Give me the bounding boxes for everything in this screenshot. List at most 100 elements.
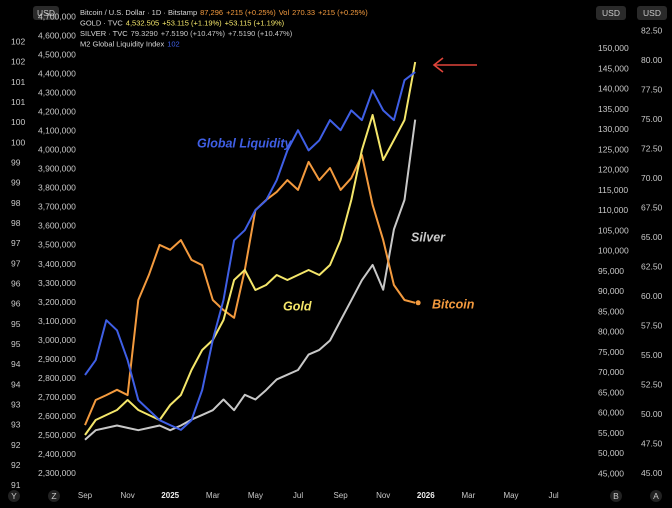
- y-tick-label: 100: [11, 117, 25, 127]
- x-tick-label: May: [248, 491, 263, 500]
- y-tick-label: 72.50: [641, 143, 663, 153]
- y-tick-label: 92: [11, 460, 21, 470]
- y-tick-label: 115,000: [598, 185, 628, 195]
- y-tick-label: 3,400,000: [38, 259, 76, 269]
- y-tick-label: 102: [11, 37, 25, 47]
- corner-label[interactable]: Z: [51, 491, 56, 501]
- y-tick-label: 65,000: [598, 387, 624, 397]
- corner-label[interactable]: B: [613, 491, 619, 501]
- x-tick-label: Mar: [206, 491, 220, 500]
- x-tick-label: Sep: [333, 491, 348, 500]
- legend-text: 79.3290: [131, 29, 158, 38]
- legend-text: GOLD · TVC: [80, 18, 123, 27]
- series-annotation: Global Liquidity: [197, 136, 292, 150]
- y-tick-label: 4,700,000: [38, 11, 76, 21]
- y-tick-label: 101: [11, 77, 25, 87]
- legend-text: 270.33: [292, 8, 315, 17]
- series-annotation: Gold: [283, 299, 312, 313]
- y-tick-label: 50.00: [641, 409, 663, 419]
- y-tick-label: 2,300,000: [38, 468, 76, 478]
- arrow: [432, 57, 477, 73]
- y-tick-label: 135,000: [598, 104, 629, 114]
- y-tick-label: 98: [11, 198, 21, 208]
- y-tick-label: 150,000: [598, 43, 629, 53]
- legend-text: +53.115 (+1.19%): [162, 18, 222, 27]
- series-line: [84, 61, 417, 436]
- legend-text: +7.5190 (+10.47%): [228, 29, 293, 38]
- legend-text: SILVER · TVC: [80, 29, 128, 38]
- last-point: [415, 300, 421, 306]
- y-tick-label: 102: [11, 57, 25, 67]
- y-tick-label: 100: [11, 137, 25, 147]
- y-tick-label: 4,300,000: [38, 87, 76, 97]
- y-tick-label: 93: [11, 420, 21, 430]
- y-tick-label: 93: [11, 400, 21, 410]
- y-tick-label: 2,400,000: [38, 449, 76, 459]
- y-tick-label: 94: [11, 379, 21, 389]
- y-tick-label: 140,000: [598, 84, 629, 94]
- y-tick-label: 3,700,000: [38, 202, 76, 212]
- legend-line: Bitcoin / U.S. Dollar · 1D · Bitstamp 87,…: [80, 8, 368, 17]
- legend-text: Bitcoin / U.S. Dollar · 1D · Bitstamp: [80, 8, 197, 17]
- corner-label[interactable]: Y: [11, 491, 17, 501]
- x-tick-label: Jul: [548, 491, 558, 500]
- y-tick-label: 62.50: [641, 261, 663, 271]
- y-tick-label: 75,000: [598, 347, 624, 357]
- y-tick-label: 3,500,000: [38, 240, 76, 250]
- y-tick-label: 96: [11, 279, 21, 289]
- legend-text: +53.115 (+1.19%): [225, 18, 285, 27]
- y-tick-label: 75.00: [641, 114, 663, 124]
- y-tick-label: 95: [11, 339, 21, 349]
- legend-line: GOLD · TVC 4,532.505 +53.115 (+1.19%) +53.1…: [80, 18, 285, 27]
- legend-text: +7.5190 (+10.47%): [161, 29, 226, 38]
- y-tick-label: 99: [11, 158, 21, 168]
- currency-box: [596, 6, 626, 20]
- y-tick-label: 45.00: [641, 468, 663, 478]
- y-tick-label: 92: [11, 440, 21, 450]
- y-tick-label: 80,000: [598, 327, 624, 337]
- corner-icon[interactable]: [48, 490, 60, 502]
- y-tick-label: 50,000: [598, 448, 624, 458]
- corner-icon[interactable]: [8, 490, 20, 502]
- y-tick-label: 65.00: [641, 232, 663, 242]
- x-tick-label: 2025: [161, 491, 179, 500]
- y-tick-label: 77.50: [641, 84, 663, 94]
- currency-label: USD: [643, 8, 661, 18]
- y-tick-label: 3,300,000: [38, 278, 76, 288]
- y-tick-label: 94: [11, 359, 21, 369]
- x-tick-label: Nov: [120, 491, 134, 500]
- currency-box: [33, 6, 59, 20]
- y-tick-label: 70,000: [598, 367, 624, 377]
- x-tick-label: Jul: [293, 491, 303, 500]
- y-tick-label: 2,800,000: [38, 373, 76, 383]
- y-tick-label: 45,000: [598, 468, 624, 478]
- currency-label: USD: [602, 8, 620, 18]
- y-tick-label: 2,600,000: [38, 411, 76, 421]
- currency-label: USD: [37, 8, 55, 18]
- y-tick-label: 80.00: [641, 55, 663, 65]
- legend-text: 4,532.505: [126, 18, 159, 27]
- legend-text: 87,296: [200, 8, 223, 17]
- x-tick-label: Nov: [376, 491, 390, 500]
- y-tick-label: 100,000: [598, 246, 629, 256]
- y-tick-label: 55.00: [641, 350, 663, 360]
- y-tick-label: 97: [11, 238, 21, 248]
- y-tick-label: 3,600,000: [38, 221, 76, 231]
- corner-icon[interactable]: [610, 490, 622, 502]
- y-tick-label: 3,900,000: [38, 164, 76, 174]
- y-tick-label: 130,000: [598, 124, 629, 134]
- y-tick-label: 120,000: [598, 165, 629, 175]
- x-tick-label: 2026: [417, 491, 435, 500]
- y-tick-label: 98: [11, 218, 21, 228]
- legend-line: SILVER · TVC 79.3290 +7.5190 (+10.47%) +7.5…: [80, 29, 293, 38]
- corner-icon[interactable]: [650, 490, 662, 502]
- legend-text: +215 (+0.25%): [226, 8, 276, 17]
- corner-label[interactable]: A: [653, 491, 659, 501]
- currency-box: [637, 6, 667, 20]
- y-tick-label: 101: [11, 97, 25, 107]
- y-tick-label: 4,500,000: [38, 49, 76, 59]
- y-tick-label: 3,800,000: [38, 183, 76, 193]
- y-tick-label: 85,000: [598, 306, 624, 316]
- series-annotation: Bitcoin: [432, 297, 475, 311]
